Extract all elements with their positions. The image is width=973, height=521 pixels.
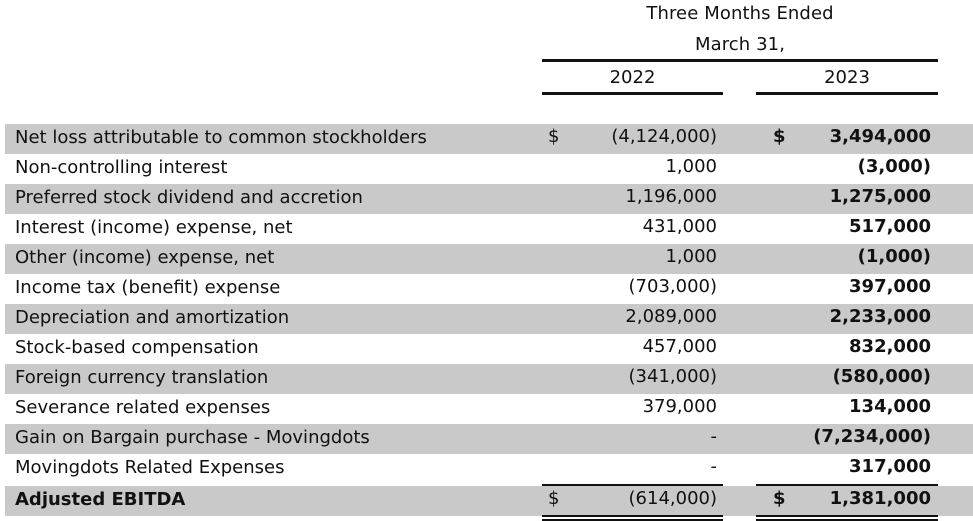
period-heading: Three Months Ended: [646, 3, 834, 24]
subtotal-rule-2022: [542, 484, 723, 486]
value-2023: (1,000): [857, 246, 931, 267]
row-label: Non-controlling interest: [15, 157, 228, 178]
row-label: Depreciation and amortization: [15, 307, 290, 328]
value-2023: 832,000: [849, 336, 931, 357]
double-underline-2022: [542, 519, 723, 521]
currency-symbol: $: [548, 126, 560, 147]
value-2022: 431,000: [642, 216, 717, 237]
table-row: Preferred stock dividend and accretion 1…: [5, 184, 973, 214]
column-rule-2023: [756, 92, 938, 95]
value-2022: 2,089,000: [625, 306, 717, 327]
column-header-2022: 2022: [609, 67, 656, 88]
row-label: Interest (income) expense, net: [15, 217, 293, 238]
value-2022: 1,000: [665, 156, 717, 177]
header-rule: [542, 59, 938, 62]
table-row: Severance related expenses 379,000 134,0…: [5, 394, 973, 424]
value-2022: (4,124,000): [611, 126, 717, 147]
period-date: March 31,: [694, 34, 786, 55]
value-2022: 1,000: [665, 246, 717, 267]
value-2023: (3,000): [857, 156, 931, 177]
table-row: Gain on Bargain purchase - Movingdots - …: [5, 424, 973, 454]
row-label: Income tax (benefit) expense: [15, 277, 281, 298]
table-row: Net loss attributable to common stockhol…: [5, 124, 973, 154]
value-2022: (341,000): [628, 366, 717, 387]
value-2023: (580,000): [832, 366, 931, 387]
value-2022: 1,196,000: [625, 186, 717, 207]
row-label: Other (income) expense, net: [15, 247, 275, 268]
row-label: Preferred stock dividend and accretion: [15, 187, 363, 208]
row-label: Gain on Bargain purchase - Movingdots: [15, 427, 370, 448]
table-row: Income tax (benefit) expense (703,000) 3…: [5, 274, 973, 304]
value-2022: -: [710, 456, 718, 477]
table-row: Non-controlling interest 1,000 (3,000): [5, 154, 973, 184]
column-header-2023: 2023: [824, 67, 870, 88]
total-value-2022: (614,000): [628, 488, 717, 509]
currency-symbol: $: [773, 126, 786, 147]
subtotal-rule-2023: [756, 484, 938, 486]
value-2022: -: [710, 426, 718, 447]
value-2023: 517,000: [849, 216, 931, 237]
currency-symbol: $: [773, 488, 786, 509]
value-2022: (703,000): [628, 276, 717, 297]
value-2023: 317,000: [849, 456, 931, 477]
double-underline-2023: [756, 515, 938, 517]
row-label: Net loss attributable to common stockhol…: [15, 127, 427, 148]
table-row: Depreciation and amortization 2,089,000 …: [5, 304, 973, 334]
value-2023: 3,494,000: [829, 126, 931, 147]
currency-symbol: $: [548, 488, 560, 509]
value-2023: 2,233,000: [829, 306, 931, 327]
value-2023: 134,000: [849, 396, 931, 417]
table-row: Foreign currency translation (341,000) (…: [5, 364, 973, 394]
row-label: Foreign currency translation: [15, 367, 269, 388]
value-2023: (7,234,000): [813, 426, 931, 447]
value-2022: 379,000: [642, 396, 717, 417]
row-label: Movingdots Related Expenses: [15, 457, 285, 478]
double-underline-2022: [542, 515, 723, 517]
table-row: Interest (income) expense, net 431,000 5…: [5, 214, 973, 244]
value-2023: 397,000: [849, 276, 931, 297]
double-underline-2023: [756, 519, 938, 521]
table-row: Movingdots Related Expenses - 317,000: [5, 454, 973, 484]
total-label: Adjusted EBITDA: [15, 489, 186, 510]
row-label: Severance related expenses: [15, 397, 271, 418]
value-2023: 1,275,000: [829, 186, 931, 207]
table-row: Stock-based compensation 457,000 832,000: [5, 334, 973, 364]
table-row: Other (income) expense, net 1,000 (1,000…: [5, 244, 973, 274]
column-rule-2022: [542, 92, 723, 95]
row-label: Stock-based compensation: [15, 337, 259, 358]
total-value-2023: 1,381,000: [829, 488, 931, 509]
value-2022: 457,000: [642, 336, 717, 357]
total-row: Adjusted EBITDA $ (614,000) $ 1,381,000: [5, 486, 973, 516]
